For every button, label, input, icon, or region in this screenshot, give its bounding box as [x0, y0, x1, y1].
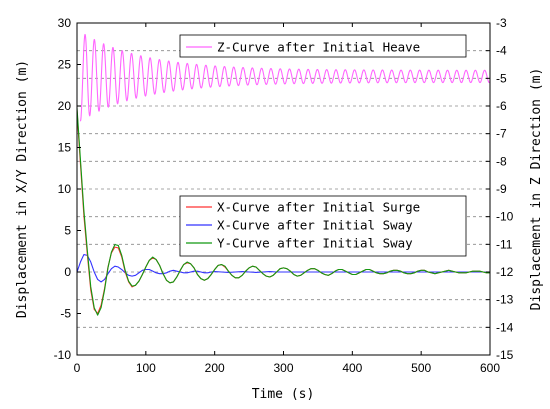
right-y-tick-label: -12 [496, 265, 514, 279]
right-y-axis: -15 -14 -13 -12 -11 -10 -9 -8 -7 -6 -5 -4 -3 [486, 16, 514, 362]
left-y-tick-label: 25 [58, 58, 72, 72]
x-axis: 0 100 200 300 400 500 600 [74, 23, 500, 375]
x-tick-label: 200 [205, 361, 225, 375]
right-y-tick-label: -5 [496, 71, 507, 85]
right-y-tick-label: -13 [496, 293, 514, 307]
right-y-tick-label: -9 [496, 182, 507, 196]
x-tick-label: 0 [74, 361, 81, 375]
grid [77, 50, 490, 328]
legend-top: Z-Curve after Initial Heave [179, 34, 467, 58]
series-line-x-sway [77, 254, 490, 283]
left-y-tick-label: -5 [60, 307, 71, 321]
right-y-tick-label: -14 [496, 320, 514, 334]
left-y-tick-label: -10 [54, 348, 72, 362]
x-axis-title: Time (s) [252, 387, 315, 402]
legend-bottom-box [179, 195, 467, 257]
right-y-tick-label: -11 [496, 237, 513, 251]
series-layer [77, 34, 490, 316]
left-y-tick-label: 15 [58, 141, 72, 155]
right-y-tick-label: -8 [496, 154, 507, 168]
right-y-tick-label: -10 [496, 210, 514, 224]
left-y-tick-label: 5 [64, 224, 71, 238]
left-y-axis-title: Displacement in X/Y Direction (m) [15, 60, 30, 318]
legend-label-x-surge: X-Curve after Initial Surge [217, 200, 420, 215]
x-tick-label: 600 [480, 361, 500, 375]
legend-label-z-heave: Z-Curve after Initial Heave [217, 40, 420, 55]
right-y-tick-label: -4 [496, 44, 507, 58]
left-y-tick-label: 30 [58, 16, 72, 30]
legend-label-y-sway: Y-Curve after Initial Sway [217, 236, 413, 251]
x-tick-label: 400 [342, 361, 362, 375]
left-y-axis: -10 -5 0 5 10 15 20 25 30 [54, 16, 81, 362]
left-y-tick-label: 10 [58, 182, 72, 196]
right-y-axis-title: Displacement in Z Direction (m) [529, 68, 544, 311]
x-tick-label: 500 [411, 361, 431, 375]
series-line-z-heave [79, 34, 490, 122]
series-line-y-sway [77, 107, 490, 316]
x-tick-label: 300 [273, 361, 293, 375]
legend-label-x-sway: X-Curve after Initial Sway [217, 218, 413, 233]
left-y-tick-label: 20 [58, 99, 72, 113]
right-y-tick-label: -15 [496, 348, 514, 362]
legend-top-box [179, 34, 467, 58]
legend-bottom: X-Curve after Initial Surge X-Curve afte… [179, 195, 467, 257]
right-y-tick-label: -7 [496, 127, 507, 141]
x-tick-label: 100 [136, 361, 156, 375]
right-y-tick-label: -6 [496, 99, 507, 113]
right-y-tick-label: -3 [496, 16, 507, 30]
left-y-tick-label: 0 [64, 265, 71, 279]
